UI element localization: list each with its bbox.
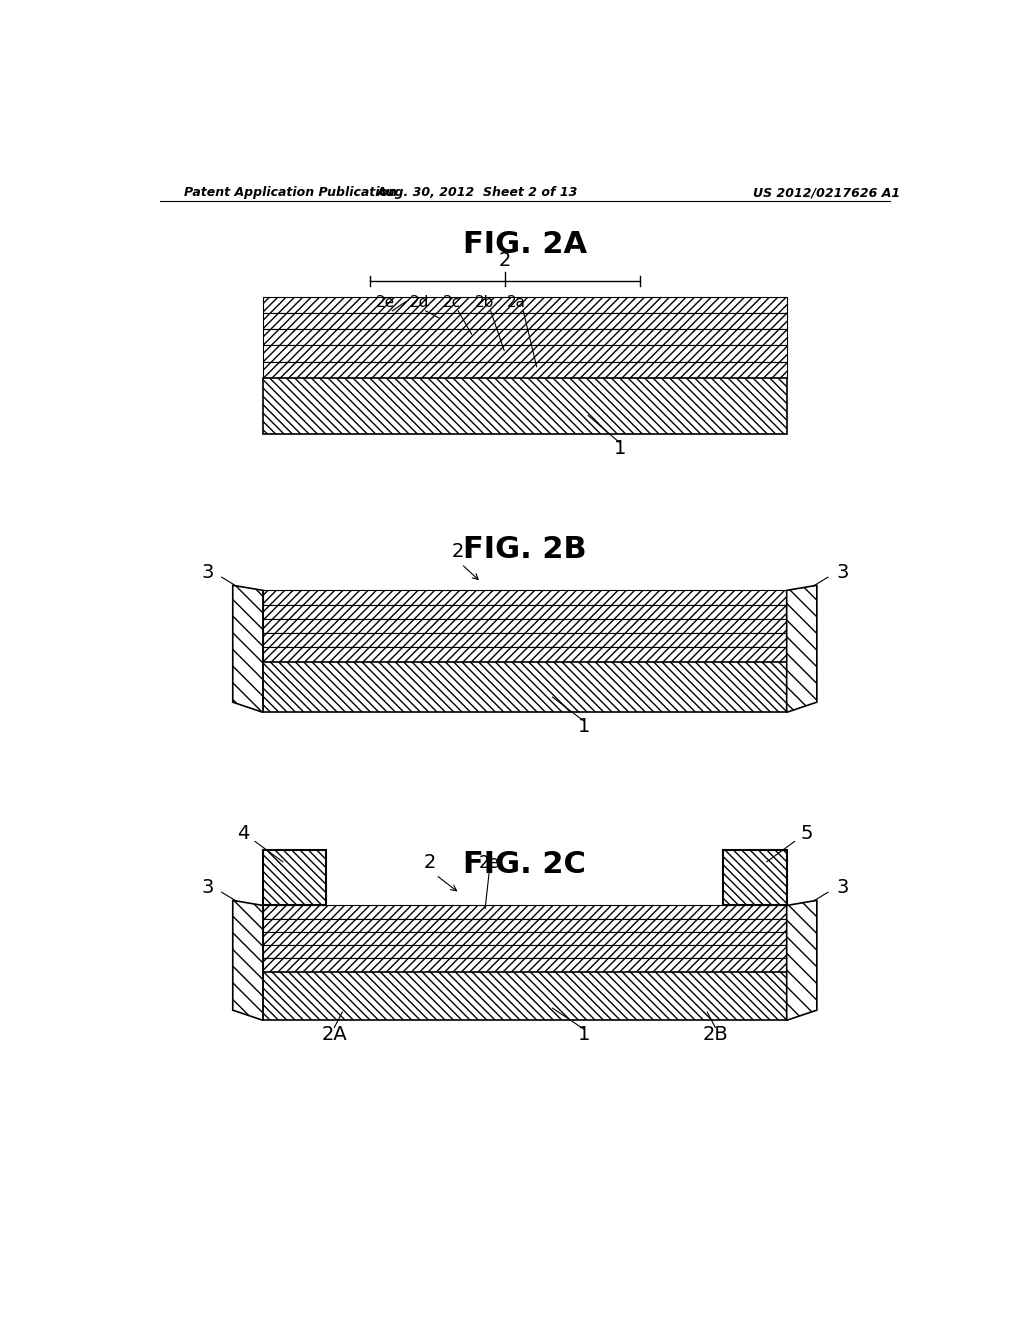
Polygon shape <box>263 346 786 362</box>
Polygon shape <box>263 605 786 619</box>
Polygon shape <box>263 590 786 605</box>
Text: FIG. 2A: FIG. 2A <box>463 230 587 259</box>
Polygon shape <box>263 329 786 346</box>
Text: 3: 3 <box>201 562 214 582</box>
Polygon shape <box>263 634 786 647</box>
Text: 2: 2 <box>499 251 511 269</box>
Polygon shape <box>263 958 786 972</box>
Polygon shape <box>263 945 786 958</box>
Text: 1: 1 <box>613 438 627 458</box>
Text: 3: 3 <box>201 878 214 896</box>
Polygon shape <box>232 900 263 1020</box>
Polygon shape <box>232 585 263 713</box>
Text: FIG. 2B: FIG. 2B <box>463 535 587 564</box>
Text: Aug. 30, 2012  Sheet 2 of 13: Aug. 30, 2012 Sheet 2 of 13 <box>377 186 578 199</box>
Polygon shape <box>263 647 786 661</box>
Text: 2c: 2c <box>442 296 461 310</box>
Text: 3: 3 <box>836 878 849 896</box>
Polygon shape <box>263 919 786 932</box>
Text: 2B: 2B <box>702 1026 728 1044</box>
Polygon shape <box>263 850 327 906</box>
Text: 2d: 2d <box>410 296 429 310</box>
Text: US 2012/0217626 A1: US 2012/0217626 A1 <box>753 186 900 199</box>
Text: 2e: 2e <box>478 854 500 871</box>
Polygon shape <box>263 297 786 313</box>
Text: 3: 3 <box>836 562 849 582</box>
Polygon shape <box>263 362 786 378</box>
Polygon shape <box>263 932 786 945</box>
Text: 1: 1 <box>579 1026 591 1044</box>
Polygon shape <box>263 906 786 919</box>
Text: 4: 4 <box>237 824 249 842</box>
Polygon shape <box>263 661 786 713</box>
Polygon shape <box>263 378 786 434</box>
Polygon shape <box>786 585 817 713</box>
Text: 2: 2 <box>423 853 436 873</box>
Text: 2a: 2a <box>507 296 526 310</box>
Text: 2e: 2e <box>377 296 395 310</box>
Polygon shape <box>263 972 786 1020</box>
Text: 5: 5 <box>801 824 813 842</box>
Text: Patent Application Publication: Patent Application Publication <box>183 186 396 199</box>
Text: 1: 1 <box>579 717 591 737</box>
Text: 2A: 2A <box>322 1026 347 1044</box>
Polygon shape <box>786 900 817 1020</box>
Text: FIG. 2C: FIG. 2C <box>464 850 586 879</box>
Text: 2: 2 <box>452 543 464 561</box>
Polygon shape <box>723 850 786 906</box>
Polygon shape <box>263 313 786 329</box>
Polygon shape <box>263 619 786 634</box>
Text: 2b: 2b <box>475 296 494 310</box>
